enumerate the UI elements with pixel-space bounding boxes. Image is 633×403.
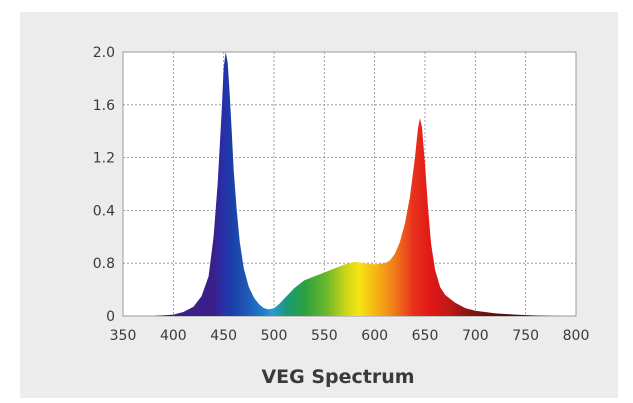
spectrum-chart: 0 0.8 0.4 1.2 1.6 2.0 350 400 450 500 550 600 650 70… <box>93 45 590 388</box>
y-tick-label: 1.2 <box>93 151 115 167</box>
y-tick-label: 0 <box>106 309 115 325</box>
x-tick-label: 750 <box>512 328 539 344</box>
y-tick-label: 2.0 <box>93 45 115 61</box>
x-tick-label: 550 <box>311 328 338 344</box>
x-tick-label: 650 <box>412 328 439 344</box>
x-tick-label: 800 <box>563 328 590 344</box>
spectrum-area <box>153 52 556 316</box>
x-tick-label: 350 <box>110 328 137 344</box>
x-tick-label: 600 <box>361 328 388 344</box>
y-tick-label: 0.8 <box>93 256 115 272</box>
x-axis-ticks: 350 400 450 500 550 600 650 700 750 800 <box>110 328 590 344</box>
x-tick-label: 400 <box>160 328 187 344</box>
chart-panel: 0 0.8 0.4 1.2 1.6 2.0 350 400 450 500 550 600 650 70… <box>20 12 618 398</box>
y-tick-label: 1.6 <box>93 98 115 114</box>
x-tick-label: 700 <box>462 328 489 344</box>
x-tick-label: 500 <box>261 328 288 344</box>
y-tick-label: 0.4 <box>93 203 115 219</box>
x-tick-label: 450 <box>210 328 237 344</box>
y-axis-ticks: 0 0.8 0.4 1.2 1.6 2.0 <box>93 45 115 325</box>
chart-title: VEG Spectrum <box>261 366 414 388</box>
